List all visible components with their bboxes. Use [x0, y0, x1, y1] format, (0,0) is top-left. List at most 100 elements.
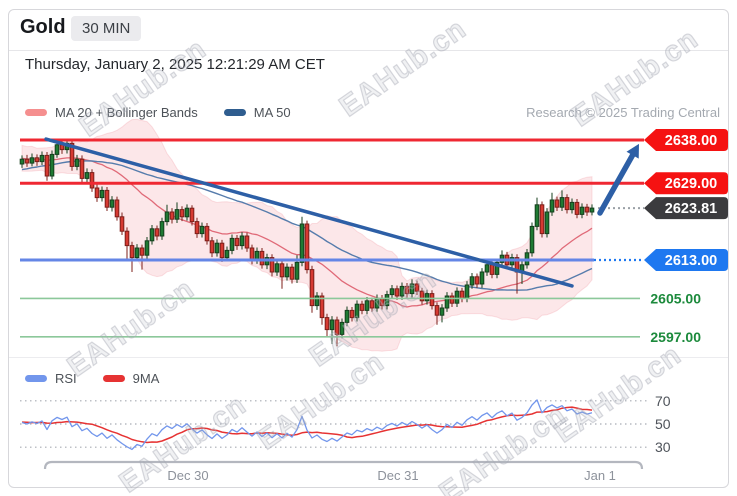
candle-body[interactable]: [294, 261, 300, 280]
candle-body[interactable]: [579, 206, 585, 215]
candle-body[interactable]: [319, 295, 325, 319]
candle-body[interactable]: [344, 309, 350, 323]
candle-body[interactable]: [44, 154, 50, 177]
candle-body[interactable]: [219, 242, 225, 259]
candle-body[interactable]: [589, 207, 595, 213]
candle-body[interactable]: [479, 271, 485, 285]
candle-body[interactable]: [114, 199, 120, 218]
candle-body[interactable]: [339, 321, 345, 335]
candle-body[interactable]: [204, 225, 210, 242]
candle-body[interactable]: [89, 172, 95, 189]
candle-body[interactable]: [19, 158, 25, 165]
candle-body[interactable]: [584, 206, 590, 213]
candle-body[interactable]: [444, 295, 450, 309]
candle-body[interactable]: [299, 223, 305, 263]
candle-body[interactable]: [309, 269, 315, 307]
candle-body[interactable]: [559, 197, 565, 208]
candle-body[interactable]: [74, 158, 80, 167]
candle-body[interactable]: [554, 199, 560, 208]
candle-body[interactable]: [199, 225, 205, 235]
candles[interactable]: [19, 140, 595, 347]
candle-body[interactable]: [469, 276, 475, 286]
candle-body[interactable]: [279, 263, 285, 278]
candle-body[interactable]: [369, 300, 375, 309]
candle-body[interactable]: [249, 247, 255, 261]
candle-body[interactable]: [49, 153, 55, 177]
candle-body[interactable]: [139, 247, 145, 256]
candle-body[interactable]: [464, 284, 470, 299]
candle-body[interactable]: [229, 237, 235, 251]
candle-body[interactable]: [534, 204, 540, 227]
candle-body[interactable]: [484, 264, 490, 273]
candle-body[interactable]: [364, 300, 370, 311]
candle-body[interactable]: [169, 211, 175, 220]
candle-body[interactable]: [194, 221, 200, 235]
candle-body[interactable]: [399, 285, 405, 297]
candle-body[interactable]: [439, 307, 445, 316]
candle-body[interactable]: [489, 264, 495, 275]
candle-body[interactable]: [324, 317, 330, 331]
candle-body[interactable]: [124, 230, 130, 247]
candle-body[interactable]: [314, 295, 320, 307]
candle-body[interactable]: [409, 283, 415, 295]
candle-body[interactable]: [429, 293, 435, 307]
candle-body[interactable]: [79, 158, 85, 179]
candle-body[interactable]: [459, 290, 465, 299]
candle-body[interactable]: [24, 158, 30, 164]
candle-body[interactable]: [289, 266, 295, 280]
candle-body[interactable]: [424, 293, 430, 302]
candle-body[interactable]: [259, 250, 265, 266]
candle-body[interactable]: [329, 319, 335, 331]
candle-body[interactable]: [29, 157, 35, 164]
candle-body[interactable]: [184, 207, 190, 218]
candle-body[interactable]: [189, 207, 195, 223]
candle-body[interactable]: [544, 211, 550, 235]
candle-body[interactable]: [454, 290, 460, 304]
candle-body[interactable]: [474, 276, 480, 285]
candle-body[interactable]: [494, 261, 500, 275]
candle-body[interactable]: [269, 257, 275, 273]
candle-body[interactable]: [449, 295, 455, 304]
candle-body[interactable]: [129, 245, 135, 259]
candle-body[interactable]: [149, 228, 155, 242]
candle-body[interactable]: [244, 235, 250, 249]
candle-body[interactable]: [539, 204, 545, 235]
candle-body[interactable]: [174, 209, 180, 220]
candle-body[interactable]: [574, 201, 580, 215]
candle-body[interactable]: [154, 228, 160, 237]
candle-body[interactable]: [134, 247, 140, 259]
candle-body[interactable]: [564, 197, 570, 211]
candle-body[interactable]: [374, 297, 380, 309]
candle-body[interactable]: [569, 201, 575, 211]
candle-body[interactable]: [359, 303, 365, 311]
candle-body[interactable]: [389, 288, 395, 296]
candle-body[interactable]: [119, 216, 125, 232]
candle-body[interactable]: [69, 142, 75, 167]
candle-body[interactable]: [144, 240, 150, 256]
candle-body[interactable]: [284, 266, 290, 278]
candle-body[interactable]: [94, 187, 100, 199]
candle-body[interactable]: [394, 288, 400, 297]
candle-body[interactable]: [379, 297, 385, 307]
candle-body[interactable]: [109, 199, 115, 208]
candle-body[interactable]: [549, 199, 555, 213]
candle-body[interactable]: [434, 305, 440, 316]
candle-body[interactable]: [224, 249, 230, 259]
candle-body[interactable]: [354, 303, 360, 319]
candle-body[interactable]: [164, 211, 170, 223]
candle-body[interactable]: [529, 225, 535, 254]
candle-body[interactable]: [99, 189, 105, 199]
candle-body[interactable]: [404, 285, 410, 295]
candle-body[interactable]: [84, 172, 90, 179]
candle-body[interactable]: [274, 263, 280, 273]
candle-body[interactable]: [304, 223, 310, 271]
candle-body[interactable]: [39, 154, 45, 163]
candle-body[interactable]: [179, 209, 185, 218]
candle-body[interactable]: [239, 235, 245, 247]
candle-body[interactable]: [334, 319, 340, 335]
candle-body[interactable]: [104, 189, 110, 208]
candle-body[interactable]: [214, 242, 220, 254]
candle-body[interactable]: [34, 157, 40, 163]
candle-body[interactable]: [419, 290, 425, 302]
